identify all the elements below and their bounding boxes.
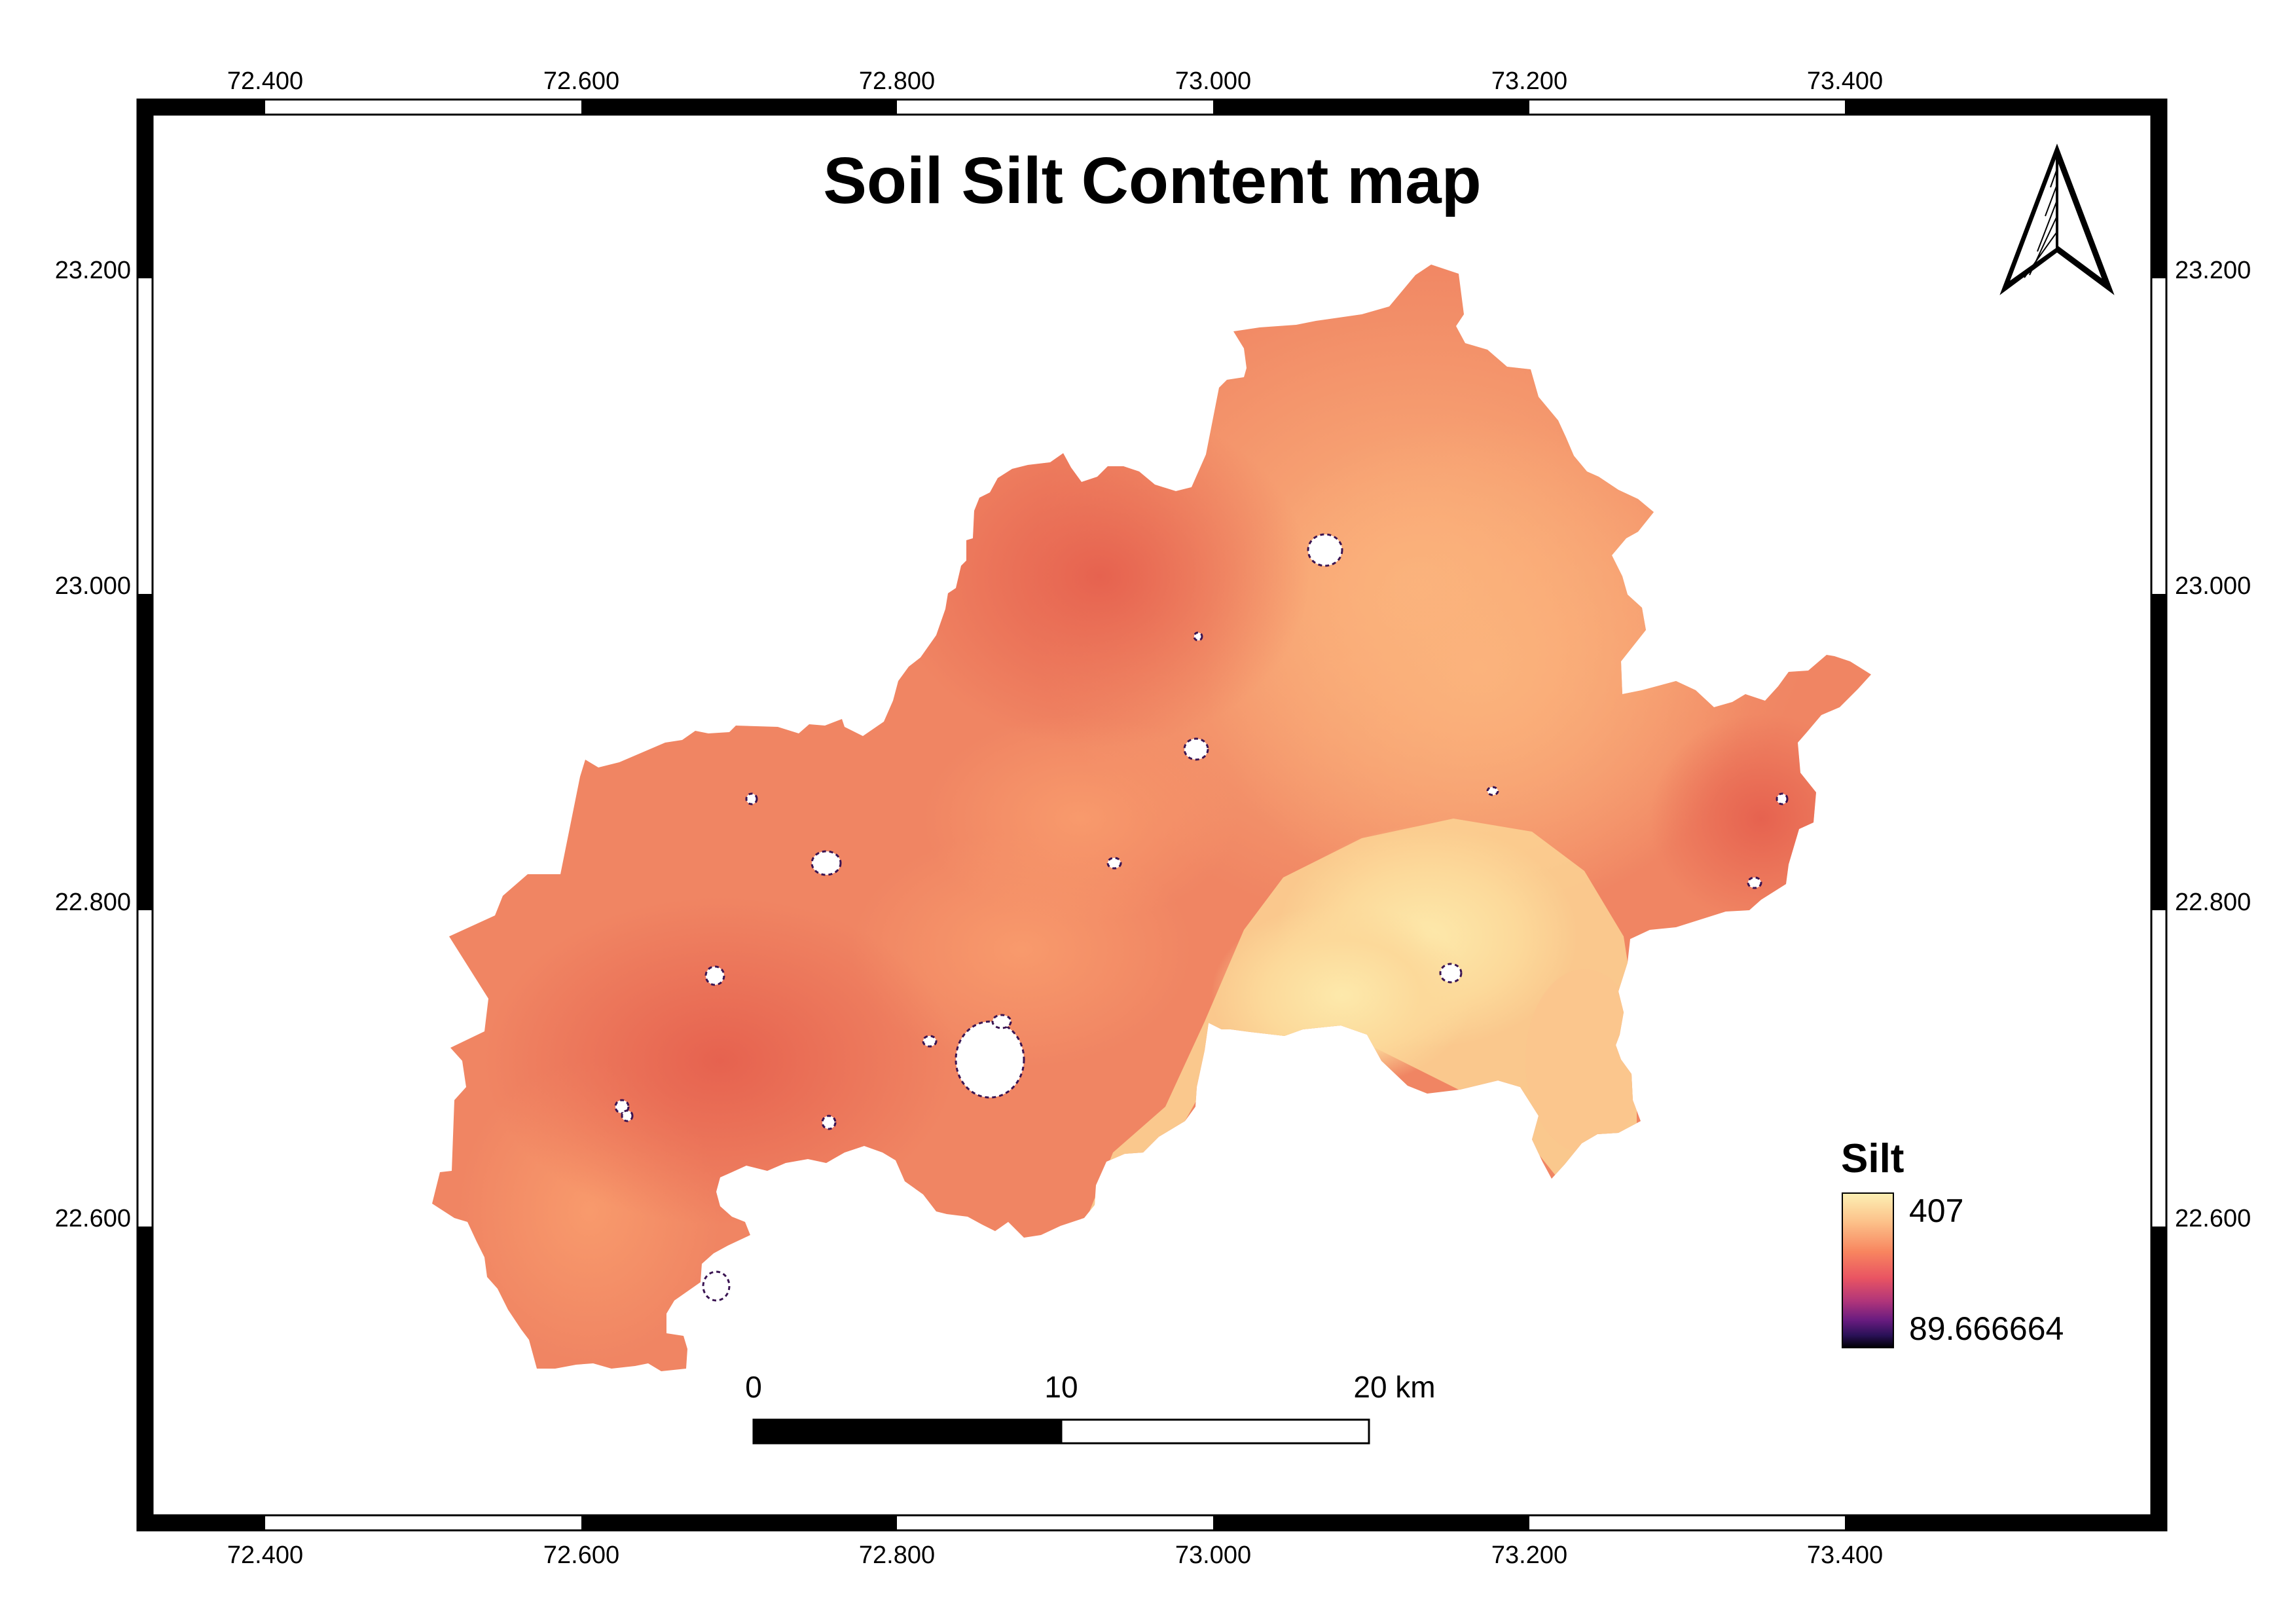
lat-tick-right: 22.600 (2175, 1205, 2251, 1232)
frame-segment-right (2151, 594, 2166, 910)
nodata-hole (1193, 631, 1203, 642)
frame-segment-top (1213, 100, 1529, 115)
nodata-hole (1486, 786, 1499, 796)
legend-title: Silt (1841, 1136, 1904, 1181)
latitude-axis-left: 23.200 23.000 22.800 22.600 (55, 257, 131, 1232)
nodata-hole (1183, 737, 1209, 761)
nodata-hole (745, 792, 758, 805)
lon-tick-bottom: 72.400 (227, 1541, 303, 1569)
lat-tick-left: 23.000 (55, 572, 131, 600)
lat-tick-left: 23.200 (55, 257, 131, 284)
lat-tick-right: 23.200 (2175, 257, 2251, 284)
north-arrow-icon (1999, 143, 2115, 295)
scale-label-20: 20 km (1353, 1370, 1435, 1404)
lat-tick-left: 22.800 (55, 889, 131, 916)
map-title: Soil Silt Content map (823, 144, 1482, 217)
scale-bar-segment-light (1060, 1418, 1370, 1445)
nodata-hole (1106, 857, 1122, 870)
nodata-hole (955, 1020, 1025, 1099)
frame-segment-top (137, 100, 265, 115)
lon-tick-bottom: 73.400 (1807, 1541, 1883, 1569)
longitude-axis-top: 72.400 72.600 72.800 73.000 73.200 73.40… (227, 67, 1883, 95)
lon-tick-top: 72.800 (859, 67, 935, 95)
scale-label-10: 10 (1044, 1370, 1078, 1404)
nodata-hole (702, 1270, 731, 1302)
lon-tick-top: 72.400 (227, 67, 303, 95)
frame-segment-right (2151, 100, 2166, 278)
nodata-hole (1776, 792, 1789, 805)
longitude-axis-bottom: 72.400 72.600 72.800 73.000 73.200 73.40… (227, 1541, 1883, 1569)
nodata-hole (1307, 533, 1343, 567)
lat-tick-right: 23.000 (2175, 572, 2251, 600)
lon-tick-bottom: 73.000 (1175, 1541, 1251, 1569)
lon-tick-top: 73.400 (1807, 67, 1883, 95)
nodata-hole (621, 1109, 634, 1122)
lat-tick-left: 22.600 (55, 1205, 131, 1232)
frame-segment-left (137, 594, 153, 910)
frame-segment-left (137, 100, 153, 278)
frame-segment-bottom (581, 1515, 897, 1530)
frame-segment-bottom (137, 1515, 265, 1530)
lon-tick-top: 73.200 (1491, 67, 1567, 95)
legend: Silt 407 89.666664 (1841, 1136, 2064, 1348)
nodata-hole (991, 1014, 1012, 1029)
latitude-axis-right: 23.200 23.000 22.800 22.600 (2175, 257, 2251, 1232)
lon-tick-bottom: 72.800 (859, 1541, 935, 1569)
frame-segment-bottom (1213, 1515, 1529, 1530)
nodata-hole (1747, 876, 1762, 889)
frame-segment-left (137, 1227, 153, 1530)
legend-max-label: 407 (1909, 1192, 1963, 1229)
lon-tick-bottom: 72.600 (543, 1541, 619, 1569)
frame-segment-top (1845, 100, 2166, 115)
frame-segment-right (2151, 1227, 2166, 1530)
lon-tick-bottom: 73.200 (1491, 1541, 1567, 1569)
nodata-hole (704, 965, 725, 986)
nodata-hole (821, 1115, 837, 1130)
legend-min-label: 89.666664 (1909, 1310, 2064, 1347)
scale-bar-segment-dark (752, 1418, 1063, 1445)
nodata-hole (811, 850, 842, 876)
frame-segment-top (581, 100, 897, 115)
scale-bar: 0 10 20 km (745, 1370, 1436, 1445)
nodata-hole (922, 1035, 938, 1048)
lon-tick-top: 73.000 (1175, 67, 1251, 95)
frame-segment-bottom (1845, 1515, 2166, 1530)
nodata-hole (1439, 963, 1463, 984)
lat-tick-right: 22.800 (2175, 889, 2251, 916)
lon-tick-top: 72.600 (543, 67, 619, 95)
map-frame (136, 98, 2168, 1532)
legend-color-ramp (1842, 1192, 1894, 1348)
scale-label-0: 0 (745, 1370, 762, 1404)
